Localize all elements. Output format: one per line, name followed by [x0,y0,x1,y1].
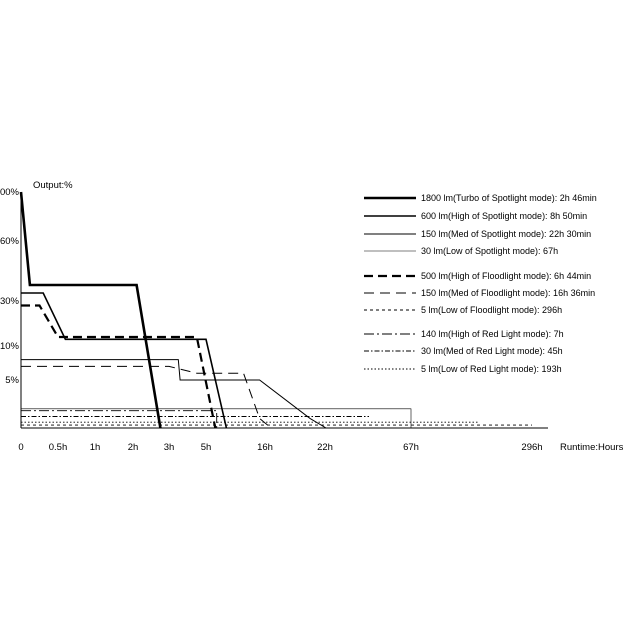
y-tick-label: 10% [0,341,20,352]
x-tick-label: 5h [201,442,212,453]
x-axis-title: Runtime:Hours [560,442,624,453]
legend-label-10: 5 lm(Low of Red Light mode): 193h [421,364,562,374]
legend-label-4: 30 lm(Low of Spotlight mode): 67h [421,246,558,256]
legend-label-8: 140 lm(High of Red Light mode): 7h [421,329,564,339]
series-line-3 [21,359,327,429]
y-tick-label: 100% [0,187,20,198]
y-tick-label: 5% [5,375,19,386]
x-tick-label: 16h [257,442,273,453]
x-tick-label: 1h [90,442,101,453]
y-tick-label: 60% [0,236,20,247]
x-tick-label: 296h [521,442,542,453]
series-line-8 [21,410,218,428]
x-tick-label: 2h [128,442,139,453]
series-lines [19,191,532,429]
legend-label-9: 30 lm(Med of Red Light mode): 45h [421,346,563,356]
y-tick-labels: 100% 60% 30% 10% 5% [0,187,20,386]
x-tick-labels: 0 0.5h 1h 2h 3h 5h 16h 22h 67h 296h [18,442,542,453]
x-tick-label: 22h [317,442,333,453]
legend-label-2: 600 lm(High of Spotlight mode): 8h 50min [421,211,587,221]
legend-label-1: 1800 lm(Turbo of Spotlight mode): 2h 46m… [421,193,597,203]
x-tick-label: 67h [403,442,419,453]
legend-label-7: 5 lm(Low of Floodlight mode): 296h [421,305,562,315]
legend-label-6: 150 lm(Med of Floodlight mode): 16h 36mi… [421,288,595,298]
x-tick-label: 0.5h [49,442,68,453]
legend: 1800 lm(Turbo of Spotlight mode): 2h 46m… [364,193,597,374]
legend-label-5: 500 lm(High of Floodlight mode): 6h 44mi… [421,271,591,281]
y-tick-label: 30% [0,296,20,307]
series-line-1 [19,191,162,429]
y-axis-title: Output:% [33,180,73,191]
series-line-5 [21,304,217,429]
series-line-2 [21,292,228,429]
x-tick-label: 0 [18,442,23,453]
series-line-4 [21,408,412,428]
series-line-6 [21,365,272,429]
legend-label-3: 150 lm(Med of Spotlight mode): 22h 30min [421,229,591,239]
x-tick-label: 3h [164,442,175,453]
axes [20,192,548,429]
